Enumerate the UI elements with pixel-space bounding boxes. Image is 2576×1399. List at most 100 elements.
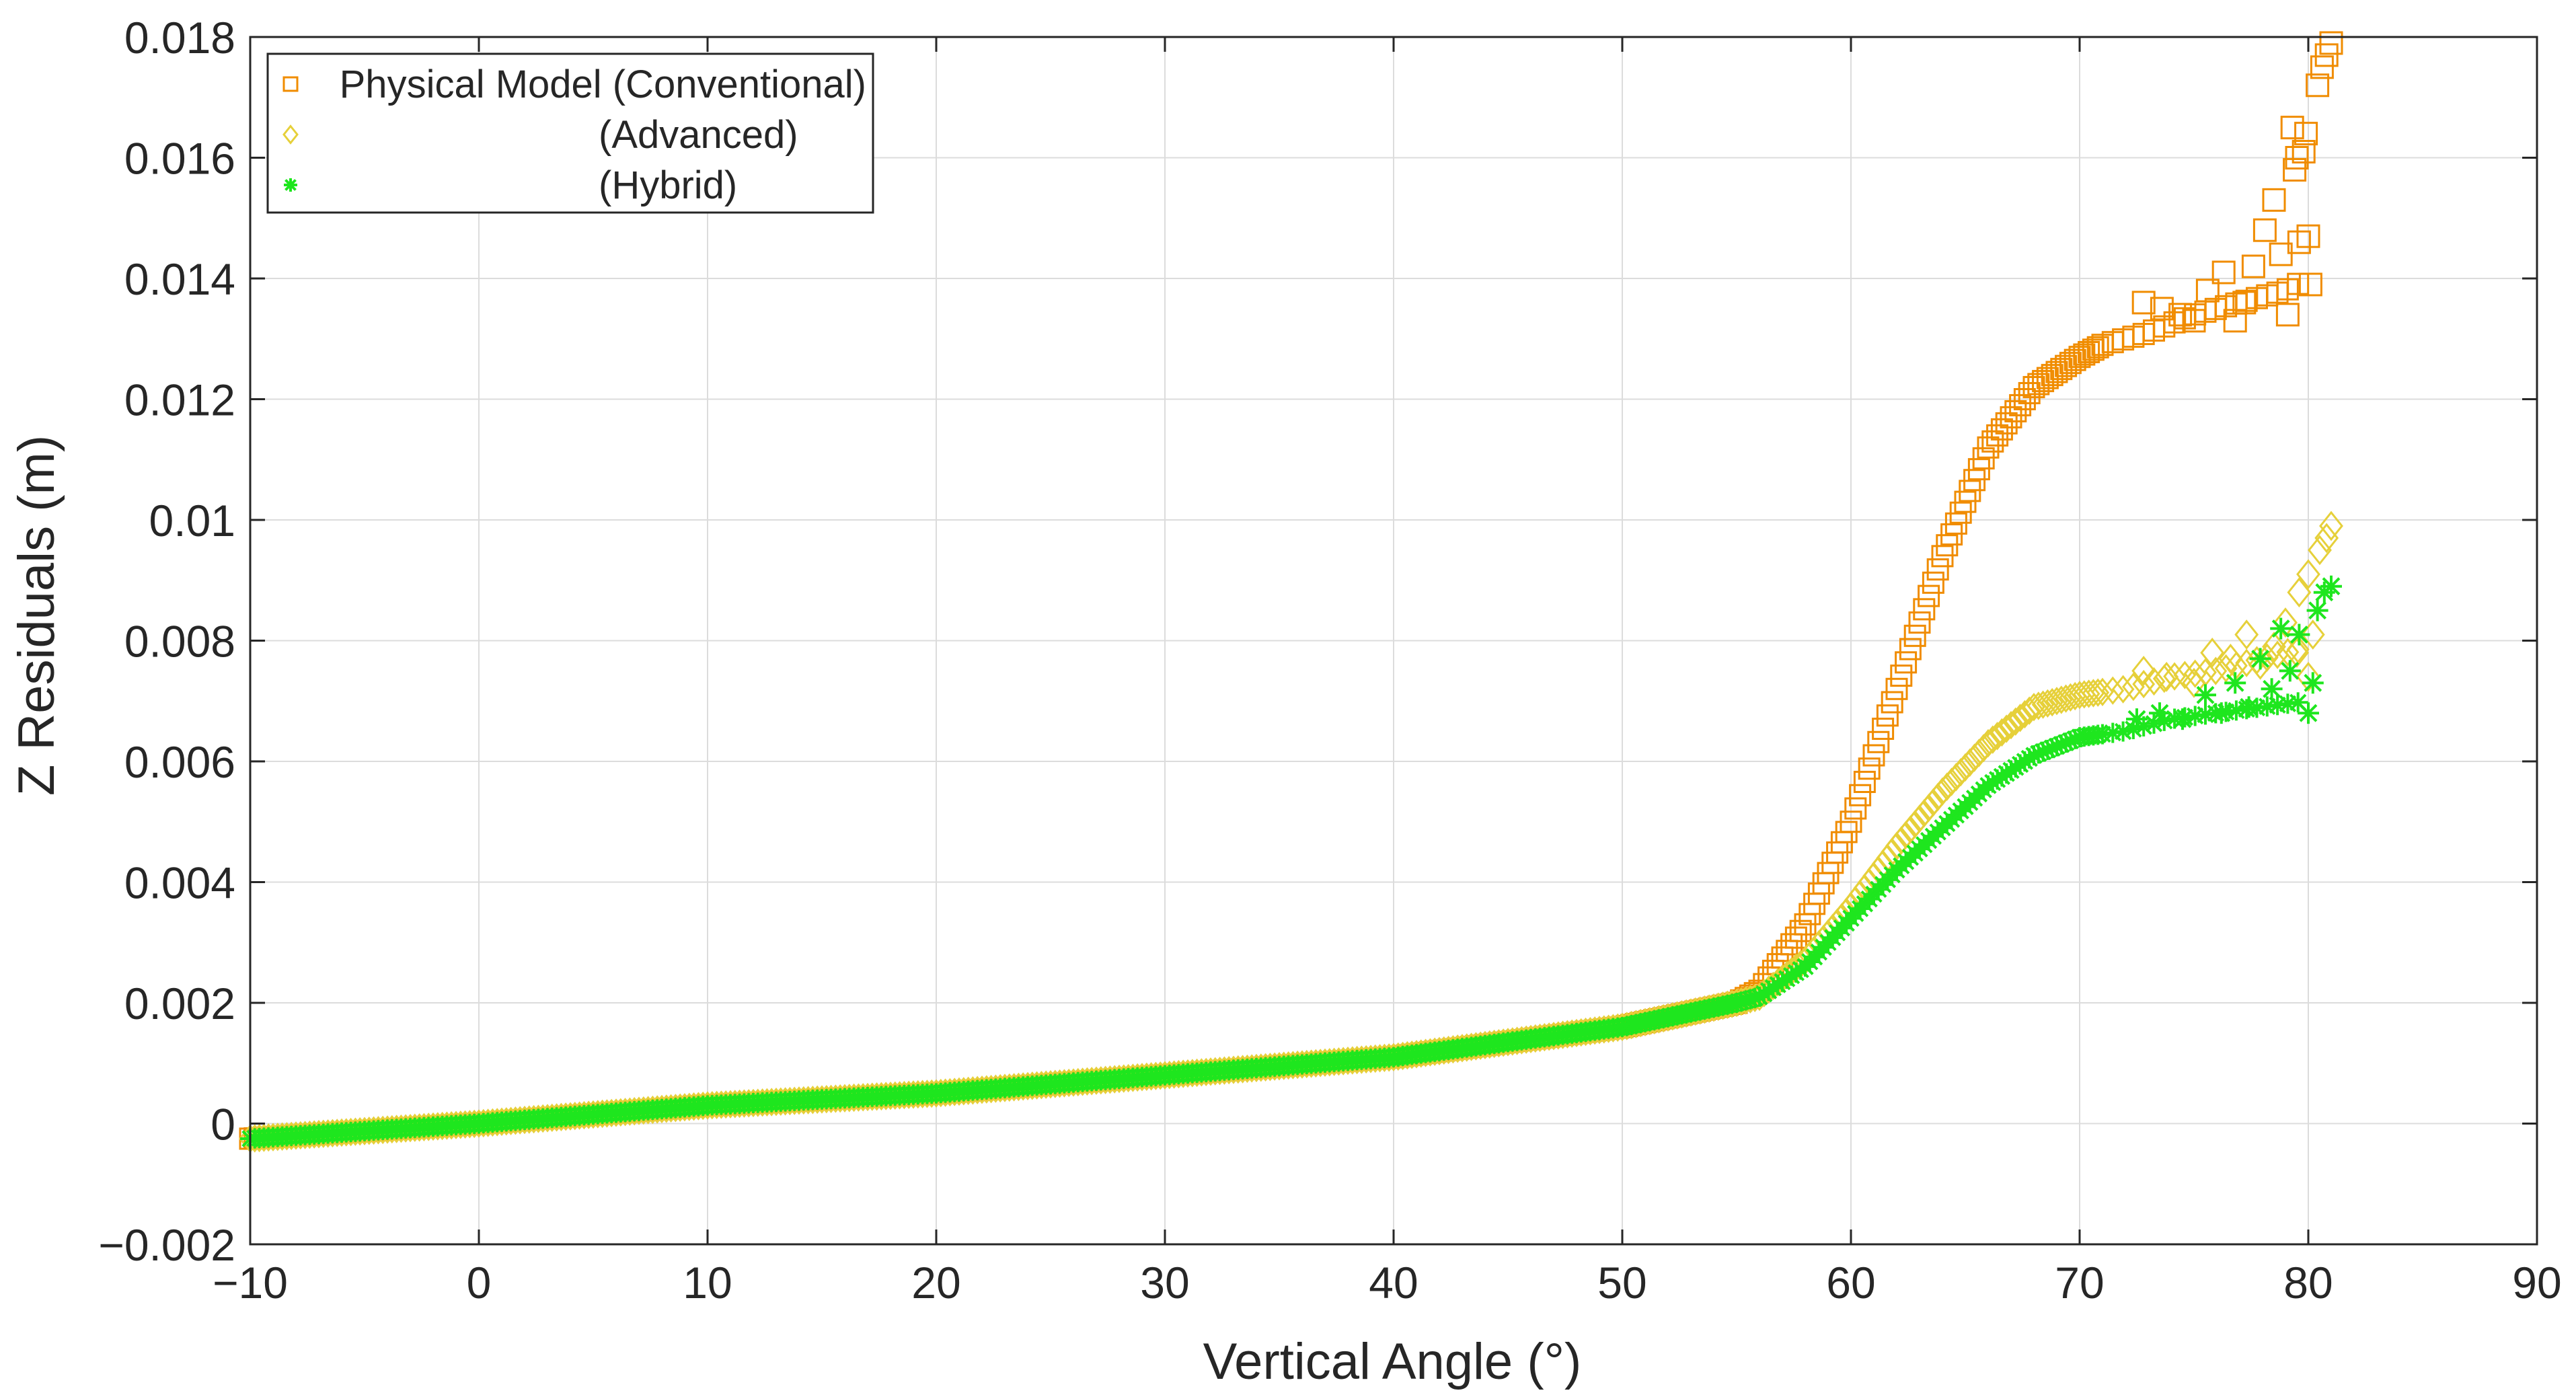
- data-point: [2270, 617, 2292, 640]
- data-point: [2283, 157, 2307, 182]
- data-point: [1967, 739, 1991, 767]
- data-point: [2296, 224, 2320, 248]
- data-point: [2314, 523, 2339, 554]
- data-point: [2101, 676, 2125, 705]
- data-point: [1867, 730, 1890, 753]
- data-point: [2121, 673, 2145, 702]
- data-point: [2150, 297, 2174, 321]
- data-point: [2031, 690, 2055, 719]
- data-point: [1922, 788, 1945, 817]
- x-tick-label: 60: [1826, 1258, 1875, 1308]
- tick-marks: [249, 36, 2538, 1246]
- data-point: [2004, 707, 2027, 736]
- x-tick-label: 10: [683, 1258, 732, 1308]
- plot-data: [239, 31, 2343, 1154]
- data-point: [1926, 558, 1949, 581]
- data-point: [1840, 810, 1862, 833]
- data-point: [2280, 116, 2304, 140]
- data-point: [1853, 771, 1876, 794]
- data-point: [2154, 661, 2179, 692]
- data-point: [1935, 772, 1959, 801]
- x-tick-label: 80: [2283, 1258, 2333, 1308]
- x-tick-label: 90: [2512, 1258, 2561, 1308]
- data-point: [2086, 336, 2109, 358]
- data-point: [1958, 748, 1981, 777]
- data-point: [1990, 718, 2014, 747]
- data-point: [2287, 230, 2311, 254]
- legend-marker: [282, 124, 299, 145]
- data-point: [1944, 763, 1968, 792]
- data-point: [1862, 744, 1885, 767]
- data-point: [1876, 704, 1899, 727]
- data-point: [2200, 638, 2225, 668]
- y-tick-labels: −0.002 0 0.002 0.004 0.006 0.008 0.01 0.012 0.01…: [98, 13, 235, 1270]
- data-point: [2018, 696, 2041, 725]
- data-point: [1899, 638, 1922, 660]
- data-point: [2126, 708, 2148, 730]
- data-point: [2296, 559, 2320, 590]
- y-tick-label: 0.01: [149, 496, 235, 545]
- data-point: [2131, 291, 2156, 315]
- legend-marker: [282, 76, 299, 92]
- data-point: [2279, 660, 2301, 682]
- y-tick-label: 0.008: [124, 617, 235, 667]
- data-point: [2248, 649, 2273, 680]
- data-point: [2306, 73, 2330, 98]
- data-point: [2026, 691, 2050, 720]
- data-point: [2269, 242, 2293, 266]
- data-point: [2306, 599, 2328, 621]
- data-point: [2054, 684, 2078, 713]
- y-tick-label: 0: [211, 1100, 235, 1149]
- data-point: [2310, 55, 2334, 79]
- data-point: [1885, 831, 1908, 860]
- data-point: [2262, 632, 2286, 662]
- legend-markers: [282, 76, 299, 192]
- y-tick-label: 0.002: [124, 979, 235, 1028]
- data-point: [2275, 303, 2300, 327]
- data-point: [2288, 623, 2310, 646]
- data-point: [2266, 640, 2289, 669]
- data-point: [1885, 677, 1908, 700]
- data-point: [1977, 728, 2000, 758]
- data-point: [1912, 799, 1936, 828]
- data-point: [2218, 644, 2243, 674]
- data-point: [1954, 753, 1977, 782]
- data-point: [2287, 272, 2310, 295]
- data-point: [1926, 782, 1950, 812]
- data-point: [2036, 689, 2059, 718]
- data-point: [2183, 659, 2207, 688]
- data-point: [1995, 714, 2018, 743]
- data-point: [2063, 681, 2087, 711]
- data-point: [2238, 696, 2260, 718]
- data-point: [2049, 685, 2073, 714]
- legend-marker: [284, 178, 297, 192]
- data-point: [2131, 655, 2156, 686]
- data-point: [2296, 661, 2320, 692]
- data-point: [1844, 797, 1867, 820]
- data-point: [2182, 309, 2206, 333]
- data-point: [2149, 702, 2170, 724]
- x-axis-title: Vertical Angle (°): [1203, 1333, 1582, 1390]
- data-point: [2195, 278, 2220, 303]
- data-point: [2082, 679, 2105, 708]
- data-point: [1918, 584, 1940, 607]
- data-point: [1849, 784, 1872, 806]
- data-point: [2022, 693, 2045, 722]
- data-point: [2210, 702, 2232, 724]
- data-point: [2111, 675, 2135, 704]
- data-point: [2241, 254, 2265, 278]
- data-point: [2308, 535, 2332, 566]
- x-tick-labels: −10 0 10 20 30 40 50 60 70 80 90: [213, 1258, 2562, 1308]
- y-tick-label: 0.014: [124, 254, 235, 304]
- data-point: [2173, 660, 2197, 689]
- data-point: [2142, 667, 2166, 696]
- data-point: [2123, 718, 2144, 739]
- data-point: [2261, 678, 2283, 700]
- data-point: [2314, 43, 2339, 67]
- data-point: [2163, 662, 2187, 691]
- data-point: [1913, 598, 1936, 621]
- data-point: [2195, 684, 2216, 706]
- data-point: [2059, 683, 2082, 712]
- y-tick-label: 0.004: [124, 858, 235, 908]
